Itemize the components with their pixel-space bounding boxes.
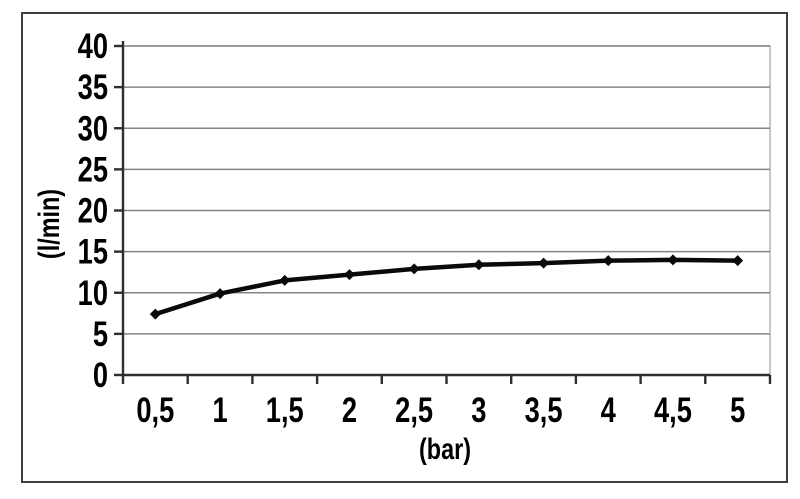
x-tick-label: 3	[471, 391, 486, 430]
x-tick-label: 3,5	[525, 391, 563, 430]
x-tick-label: 2,5	[395, 391, 433, 430]
x-axis-title: (bar)	[418, 433, 472, 466]
y-tick-label: 10	[78, 274, 108, 313]
data-point-marker	[732, 255, 744, 267]
y-tick-label: 0	[93, 356, 108, 395]
data-point-marker	[214, 288, 226, 300]
chart-frame: 0 5 10 15 20 25 30 35 40 0,5 1 1,5 2 2,5 3 3,5 4 4,5 5 (l/…	[21, 12, 788, 483]
x-tick-label: 0,5	[136, 391, 174, 430]
series-line	[153, 257, 740, 317]
x-tick-label: 4	[601, 391, 617, 430]
y-tick-label: 25	[78, 150, 108, 189]
y-tick-label: 40	[78, 27, 108, 66]
x-tick-label: 1	[212, 391, 227, 430]
data-point-marker	[408, 263, 420, 275]
y-axis-title: (l/min)	[33, 188, 66, 260]
data-point-marker	[538, 257, 550, 269]
y-tick-label: 35	[78, 68, 108, 107]
y-tick-label: 15	[78, 232, 108, 271]
data-point-marker	[279, 274, 291, 286]
x-tick-label: 2	[342, 391, 357, 430]
data-point-marker	[473, 259, 485, 271]
x-tick-label: 5	[730, 391, 745, 430]
y-tick-label: 30	[78, 109, 108, 148]
data-point-marker	[667, 254, 679, 266]
x-tick-label: 4,5	[654, 391, 692, 430]
x-tick-label: 1,5	[266, 391, 304, 430]
data-point-marker	[343, 269, 355, 281]
data-point-marker	[602, 255, 614, 267]
y-tick-label: 20	[78, 191, 108, 230]
y-tick-label: 5	[93, 315, 108, 354]
data-point-marker	[149, 308, 161, 320]
